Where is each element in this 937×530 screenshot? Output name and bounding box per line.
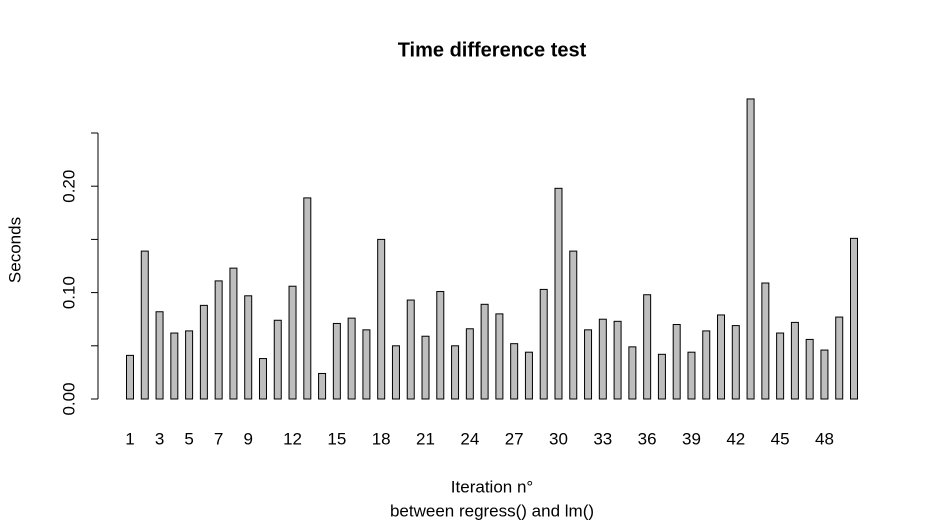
bar <box>687 351 696 400</box>
bar <box>288 285 297 400</box>
bar <box>657 353 666 400</box>
bar <box>332 322 341 400</box>
bar <box>229 267 238 400</box>
x-tick-label: 3 <box>155 429 164 448</box>
x-tick-label: 9 <box>243 429 252 448</box>
bar <box>391 345 400 400</box>
x-tick-label: 42 <box>726 429 745 448</box>
bar <box>717 314 726 400</box>
bar <box>318 372 327 400</box>
x-tick-label: 30 <box>549 429 568 448</box>
x-tick-label: 45 <box>771 429 790 448</box>
bar <box>628 346 637 400</box>
y-axis-label: Seconds <box>5 217 24 283</box>
bar <box>569 250 578 400</box>
bar <box>273 319 282 400</box>
bar <box>524 351 533 400</box>
x-tick-label: 24 <box>460 429 479 448</box>
bar <box>451 345 460 400</box>
bar <box>672 324 681 400</box>
bar <box>185 330 194 400</box>
bar <box>480 303 489 400</box>
bar <box>790 321 799 400</box>
bar <box>155 311 164 400</box>
x-tick-label: 36 <box>638 429 657 448</box>
y-tick-label: 0.20 <box>59 170 78 203</box>
bar <box>731 325 740 400</box>
bar <box>510 343 519 400</box>
bar <box>805 338 814 400</box>
bar <box>170 332 179 400</box>
x-tick-label: 12 <box>283 429 302 448</box>
x-tick-label: 21 <box>416 429 435 448</box>
bar <box>613 320 622 400</box>
bar <box>539 288 548 400</box>
bar <box>554 187 563 400</box>
bar <box>436 291 445 400</box>
bar <box>746 98 755 400</box>
bar <box>835 316 844 400</box>
bar <box>406 299 415 400</box>
x-axis-label: between regress() and lm() <box>390 501 594 520</box>
chart-title: Time difference test <box>398 39 587 61</box>
bar <box>126 354 134 400</box>
bar <box>850 237 858 400</box>
bar <box>214 280 223 400</box>
x-tick-label: 7 <box>214 429 223 448</box>
x-tick-label: 48 <box>815 429 834 448</box>
bar <box>761 282 770 400</box>
bar <box>362 329 371 400</box>
x-tick-label: 1 <box>125 429 134 448</box>
bar <box>820 349 829 400</box>
bar <box>244 295 253 400</box>
bar <box>584 329 593 400</box>
bar <box>303 197 312 400</box>
x-tick-label: 39 <box>682 429 701 448</box>
bar <box>199 304 208 400</box>
bar <box>421 335 430 400</box>
bar <box>140 250 149 400</box>
x-tick-label: 5 <box>184 429 193 448</box>
bar <box>702 330 711 400</box>
y-tick-label: 0.00 <box>59 382 78 415</box>
bar <box>776 332 785 400</box>
bar <box>377 238 386 400</box>
x-tick-label: 33 <box>593 429 612 448</box>
bar <box>347 317 356 400</box>
x-tick-label: 18 <box>372 429 391 448</box>
bar <box>465 328 474 400</box>
bar <box>643 294 652 400</box>
x-axis-label: Iteration n° <box>451 477 533 496</box>
x-tick-label: 15 <box>327 429 346 448</box>
x-tick-label: 27 <box>505 429 524 448</box>
bar <box>598 318 607 400</box>
bar <box>495 313 504 400</box>
y-tick-label: 0.10 <box>59 276 78 309</box>
bar <box>258 358 267 400</box>
